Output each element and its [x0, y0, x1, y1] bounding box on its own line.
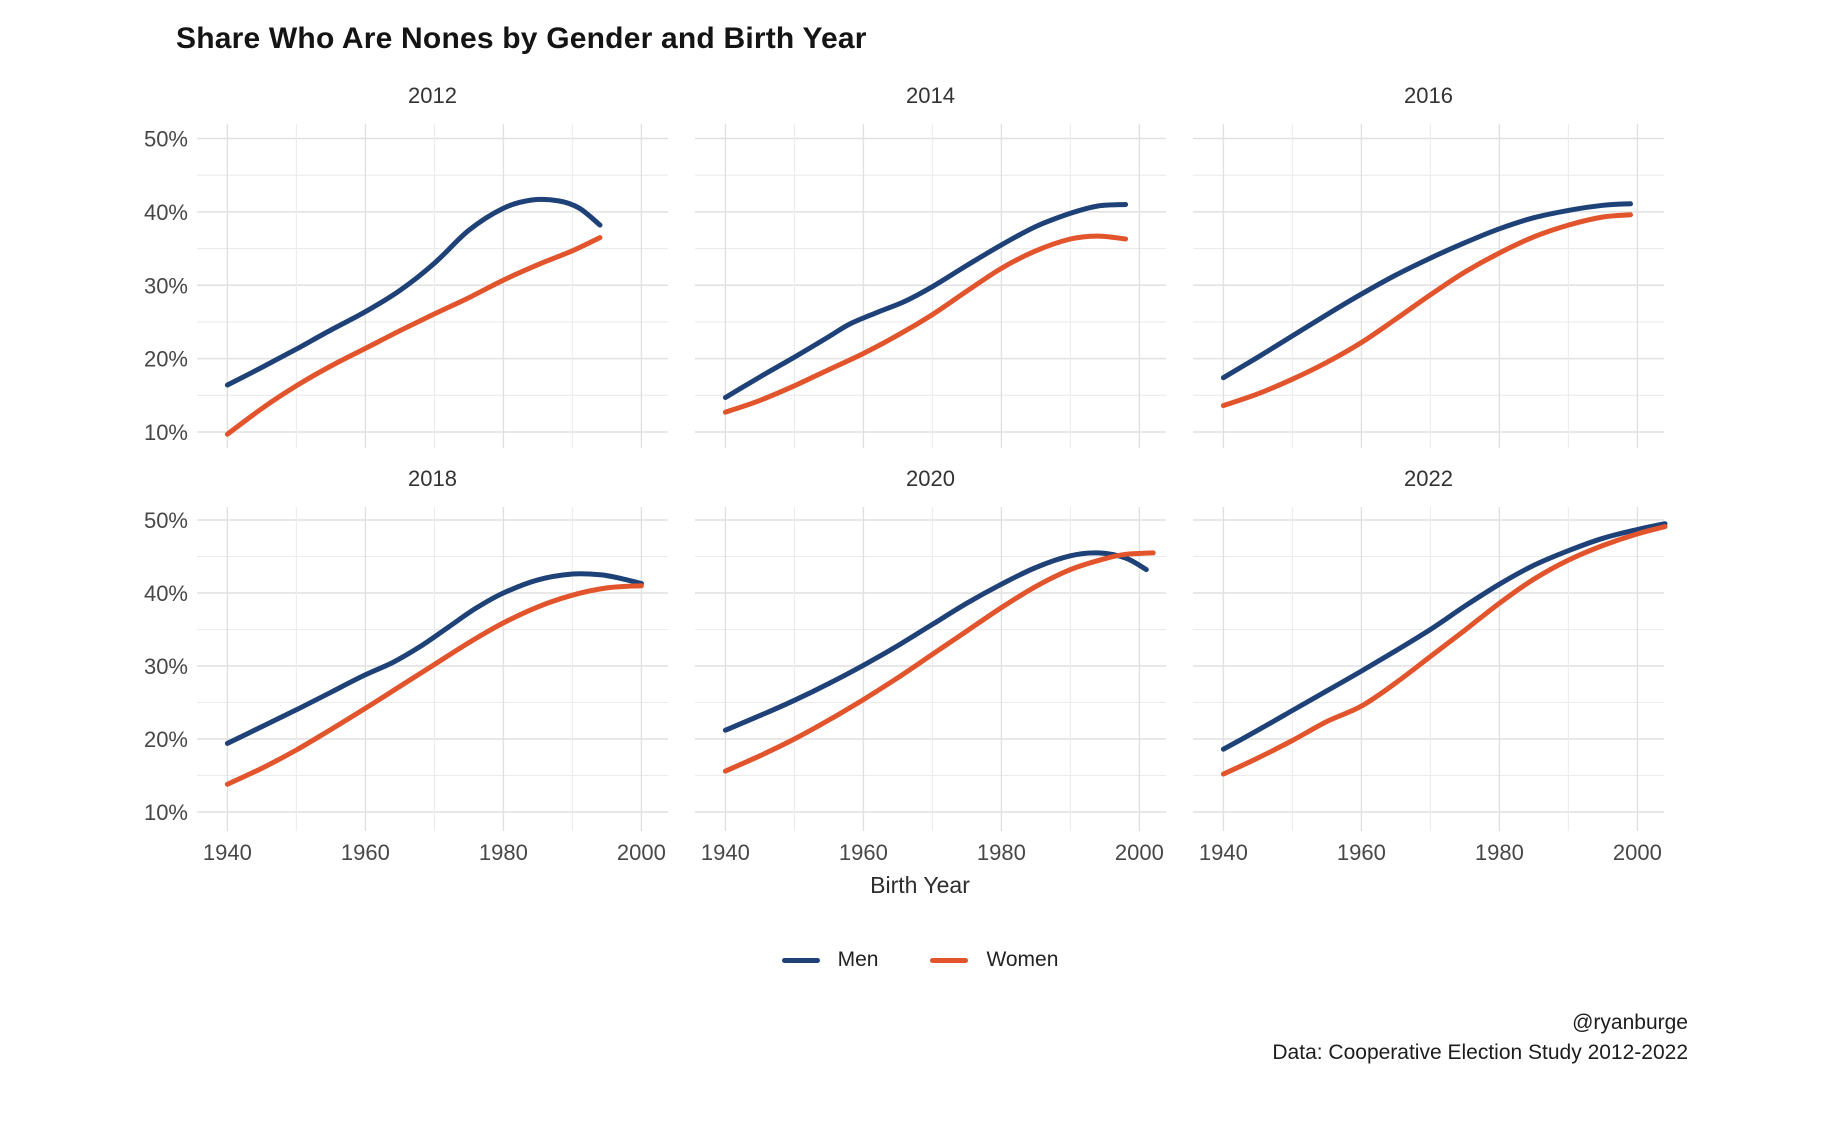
x-tick-label: 1940 — [203, 840, 252, 865]
series-line-men — [722, 202, 1129, 401]
y-tick-label: 20% — [144, 347, 188, 372]
y-tick-label: 40% — [144, 581, 188, 606]
legend: Men Women — [0, 948, 1840, 972]
caption-handle: @ryanburge — [1572, 1011, 1688, 1034]
y-tick-label: 30% — [144, 273, 188, 298]
series-line-women — [1220, 524, 1668, 777]
panel-2012 — [197, 124, 668, 448]
x-tick-label: 1960 — [1337, 840, 1386, 865]
x-tick-label: 1940 — [1199, 840, 1248, 865]
panel-2022 — [1193, 507, 1668, 831]
series-line-women — [722, 233, 1129, 415]
y-tick-label: 10% — [144, 420, 188, 445]
x-axis-title: Birth Year — [870, 872, 970, 898]
series-line-women — [722, 550, 1156, 774]
men-line-swatch — [781, 957, 820, 963]
panel-2014 — [695, 124, 1166, 448]
chart-title: Share Who Are Nones by Gender and Birth … — [176, 22, 867, 55]
y-tick-label: 50% — [144, 127, 188, 152]
legend-item-men: Men — [781, 948, 879, 972]
facet-title: 2012 — [408, 83, 457, 108]
series-line-women — [1220, 212, 1633, 409]
facet-title: 2016 — [1404, 83, 1453, 108]
facet-title: 2022 — [1404, 466, 1453, 491]
y-tick-label: 40% — [144, 200, 188, 225]
x-tick-label: 1940 — [701, 840, 750, 865]
caption: @ryanburge Data: Cooperative Election St… — [1272, 1008, 1688, 1068]
x-tick-label: 1980 — [977, 840, 1026, 865]
panel-2016 — [1193, 124, 1664, 448]
x-tick-label: 2000 — [617, 840, 666, 865]
panel-2018 — [197, 507, 668, 831]
caption-source: Data: Cooperative Election Study 2012-20… — [1272, 1041, 1688, 1064]
facet-title: 2014 — [906, 83, 955, 108]
series-line-men — [1220, 521, 1668, 752]
series-line-men — [224, 196, 603, 388]
x-tick-label: 1960 — [341, 840, 390, 865]
y-tick-label: 20% — [144, 727, 188, 752]
women-line-swatch — [930, 957, 969, 963]
y-tick-label: 30% — [144, 654, 188, 679]
series-line-women — [224, 235, 603, 437]
facet-title: 2018 — [408, 466, 457, 491]
legend-label-men: Men — [837, 948, 879, 971]
x-tick-label: 1980 — [479, 840, 528, 865]
series-line-men — [1220, 201, 1633, 381]
series-line-men — [722, 550, 1149, 733]
x-tick-label: 2000 — [1115, 840, 1164, 865]
facet-title: 2020 — [906, 466, 955, 491]
series-line-men — [224, 571, 644, 746]
x-tick-label: 2000 — [1613, 840, 1662, 865]
series-line-women — [224, 583, 644, 787]
panel-2020 — [695, 507, 1166, 831]
y-tick-label: 50% — [144, 508, 188, 533]
legend-item-women: Women — [930, 948, 1058, 972]
x-tick-label: 1960 — [839, 840, 888, 865]
y-tick-label: 10% — [144, 800, 188, 825]
x-tick-label: 1980 — [1475, 840, 1524, 865]
legend-label-women: Women — [986, 948, 1059, 971]
